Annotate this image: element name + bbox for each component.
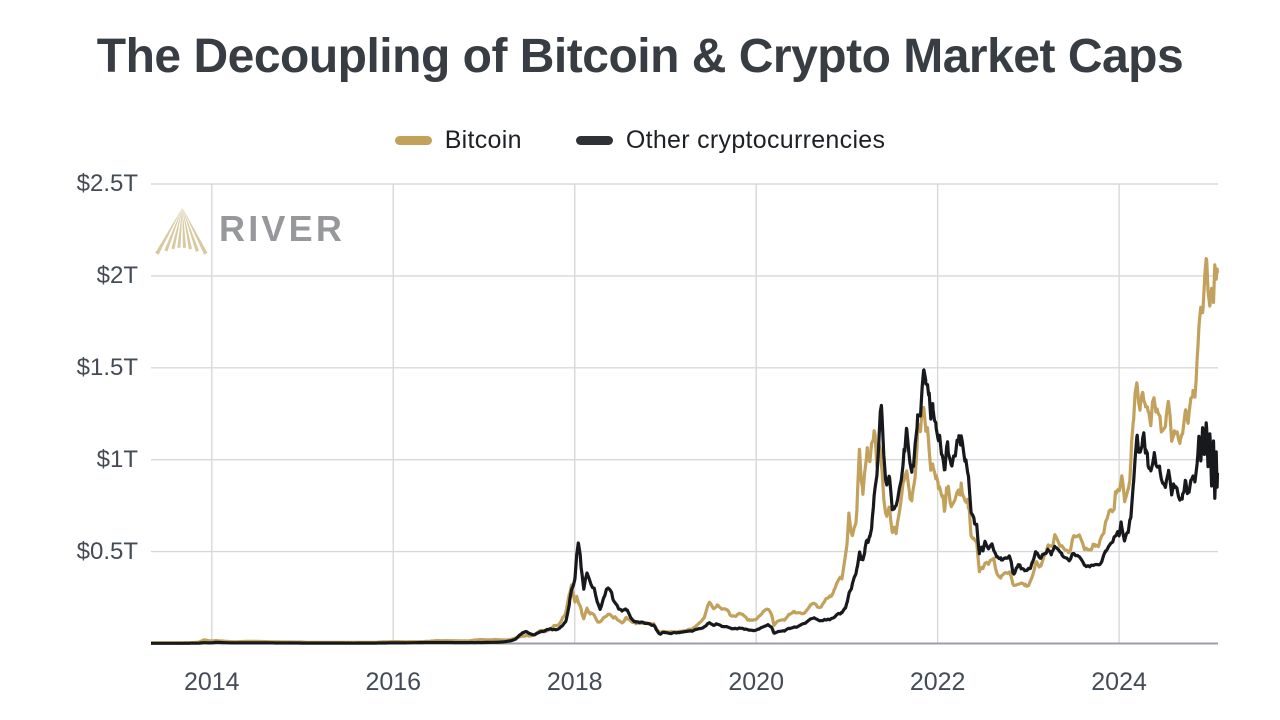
y-tick-label: $2.5T (76, 170, 138, 197)
x-tick-label: 2018 (546, 668, 603, 696)
y-tick-label: $0.5T (76, 537, 138, 565)
y-tick-label: $2T (96, 261, 138, 289)
chart-title: The Decoupling of Bitcoin & Crypto Marke… (96, 30, 1184, 83)
x-tick-label: 2014 (183, 668, 240, 696)
y-tick-label: $1T (96, 445, 138, 473)
x-tick-label: 2024 (1091, 668, 1147, 696)
legend-item-bitcoin: Bitcoin (394, 125, 522, 155)
series-line-other-cryptocurrencies (151, 368, 1220, 645)
legend-label-other-cryptocurrencies: Other cryptocurrencies (625, 125, 886, 154)
legend: Bitcoin Other cryptocurrencies (0, 125, 1280, 155)
gridlines (151, 183, 1218, 644)
y-tick-label: $1.5T (76, 353, 138, 381)
x-tick-label: 2022 (909, 668, 966, 696)
legend-item-other-cryptocurrencies: Other cryptocurrencies (575, 125, 886, 155)
x-tick-label: 2020 (728, 668, 784, 696)
bitcoin-line-swatch-icon (394, 135, 432, 145)
other-cryptocurrencies-line-swatch-icon (575, 135, 613, 145)
legend-label-bitcoin: Bitcoin (444, 125, 522, 154)
chart-series-lines (151, 257, 1220, 645)
series-line-bitcoin (151, 257, 1220, 645)
x-tick-label: 2016 (365, 668, 422, 696)
